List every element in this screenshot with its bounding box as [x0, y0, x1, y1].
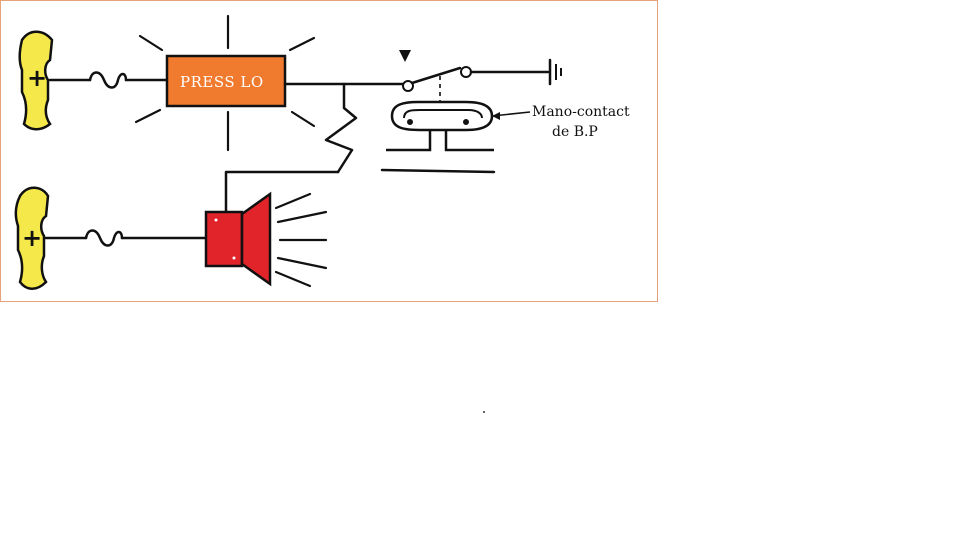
battery-terminal-bottom-icon: +: [14, 186, 50, 290]
battery-terminal-top-icon: +: [18, 30, 54, 131]
horn-icon: [204, 191, 272, 287]
stray-dot: [483, 411, 485, 413]
battery-bottom-plus: +: [22, 224, 42, 252]
warning-lamp-icon: PRESS LO: [165, 54, 287, 108]
sensor-label: Mano-contact de B.P: [491, 104, 630, 140]
horn-sound-rays: [274, 192, 328, 288]
switch-contact-icon: [399, 50, 472, 116]
ground-icon: [548, 58, 562, 86]
sensor-label-line1: Mano-contact: [532, 104, 630, 120]
diagram-frame: [0, 0, 658, 302]
wire-coil-to-horn: [224, 170, 340, 214]
battery-top-plus: +: [27, 64, 47, 92]
sensor-label-line2: de B.P: [552, 124, 598, 140]
pressure-switch-icon: [380, 100, 496, 174]
fuse-bottom-icon: [84, 229, 124, 247]
warning-lamp-label: PRESS LO: [180, 73, 264, 91]
fuse-top-icon: [88, 71, 128, 89]
lamp-glow-rays: [134, 14, 316, 152]
relay-coil-icon: [324, 82, 358, 174]
